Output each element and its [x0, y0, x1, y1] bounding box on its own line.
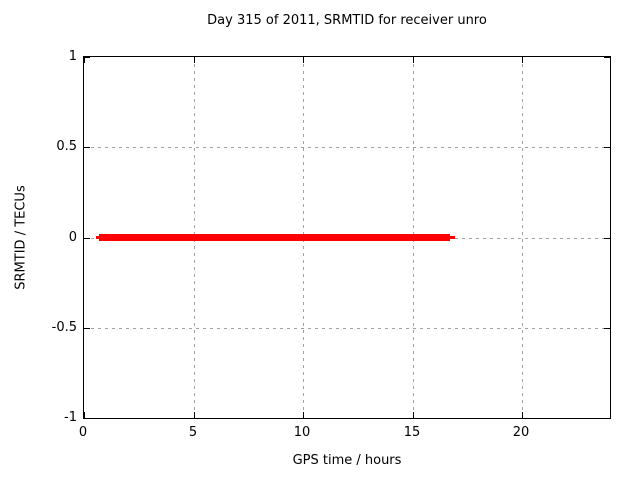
- x-tick-top: [83, 57, 85, 63]
- y-tick-right: [604, 56, 610, 58]
- series-line-segment: [98, 234, 451, 241]
- x-axis-label: GPS time / hours: [292, 453, 402, 468]
- series-line-segment: [450, 236, 456, 239]
- x-tick-bottom: [302, 412, 304, 418]
- x-tick-bottom: [412, 412, 414, 418]
- y-tick-right: [604, 146, 610, 148]
- y-gridline: [84, 146, 610, 148]
- x-tick-top: [412, 57, 414, 63]
- plot-area: [83, 56, 611, 419]
- y-tick-label: 0: [68, 230, 77, 245]
- y-axis-label-text: SRMTID / TECUs: [13, 185, 29, 290]
- x-tick-top: [302, 57, 304, 63]
- x-tick-label: 15: [403, 425, 421, 440]
- x-tick-top: [521, 57, 523, 63]
- y-tick-left: [84, 417, 90, 419]
- chart-title: Day 315 of 2011, SRMTID for receiver unr…: [207, 13, 487, 28]
- x-tick-bottom: [83, 412, 85, 418]
- x-tick-label: 0: [78, 425, 88, 440]
- x-tick-bottom: [521, 412, 523, 418]
- y-tick-left: [84, 146, 90, 148]
- y-tick-label: 0.5: [56, 139, 77, 154]
- x-tick-top: [193, 57, 195, 63]
- y-tick-label: 1: [68, 49, 77, 64]
- y-tick-label: -1: [64, 410, 77, 425]
- x-tick-bottom: [193, 412, 195, 418]
- x-tick-label: 20: [512, 425, 530, 440]
- y-tick-right: [604, 327, 610, 329]
- y-tick-label: -0.5: [51, 320, 77, 335]
- x-tick-label: 5: [188, 425, 198, 440]
- y-tick-right: [604, 417, 610, 419]
- y-gridline: [84, 327, 610, 329]
- y-tick-right: [604, 237, 610, 239]
- y-tick-left: [84, 237, 90, 239]
- y-tick-left: [84, 327, 90, 329]
- x-tick-label: 10: [293, 425, 311, 440]
- y-axis-label: SRMTID / TECUs: [0, 56, 42, 419]
- y-tick-left: [84, 56, 90, 58]
- series-line-segment: [96, 236, 99, 239]
